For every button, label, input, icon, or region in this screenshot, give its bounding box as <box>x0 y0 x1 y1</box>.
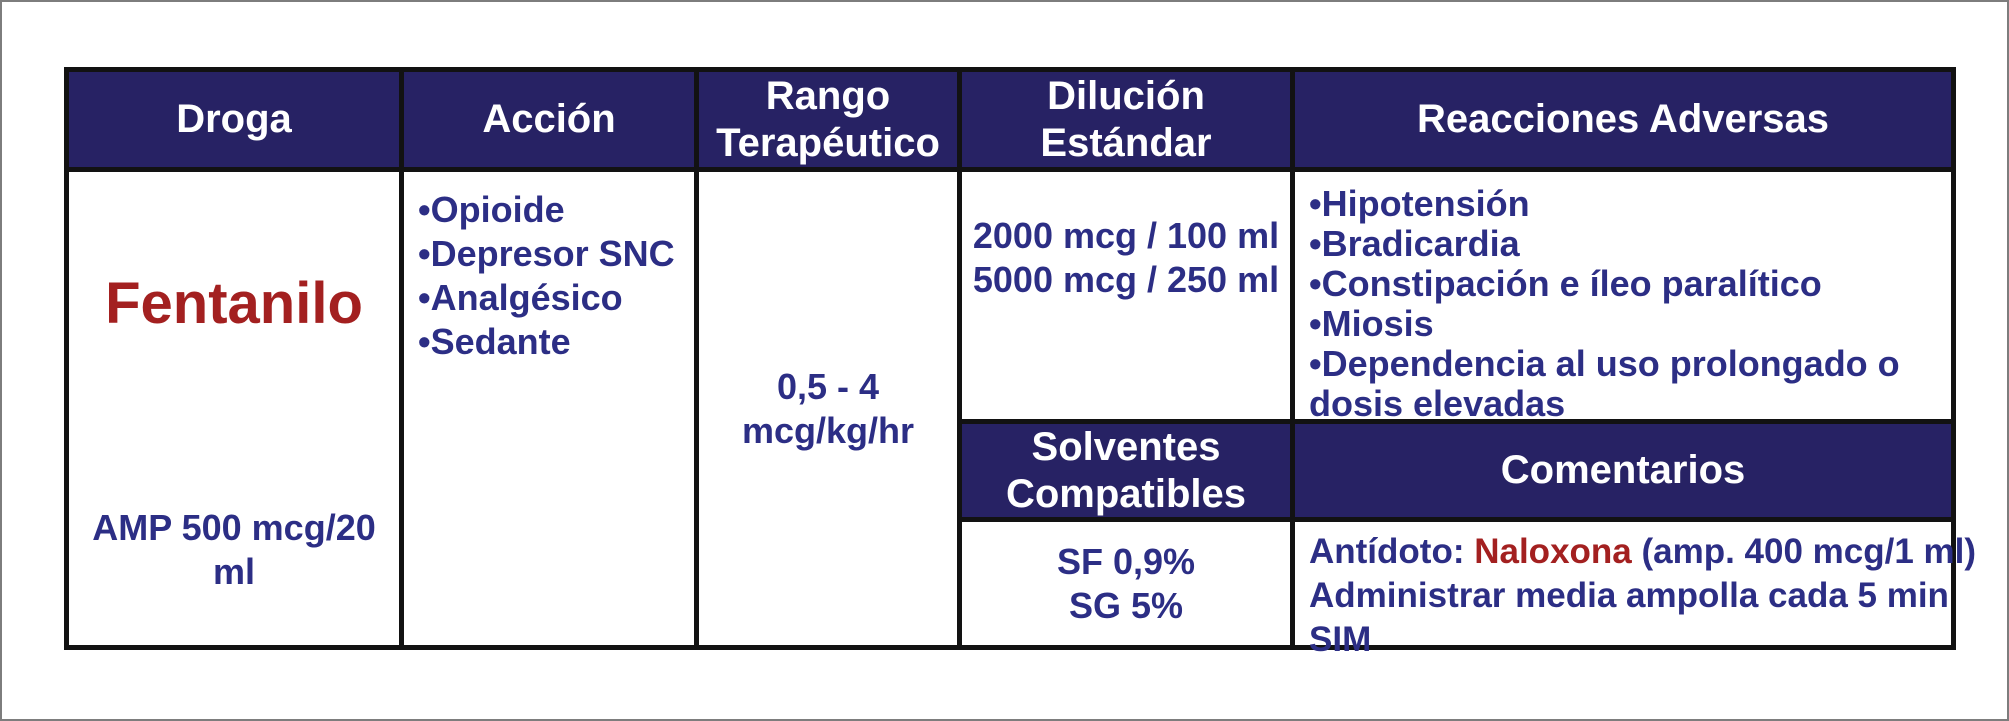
drug-info-table: Droga Acción Rango Terapéutico Dilución … <box>64 67 1976 659</box>
range-unit: mcg/kg/hr <box>741 409 915 451</box>
cell-comentarios: Antídoto: Naloxona (amp. 400 mcg/1 ml) A… <box>1295 522 1976 659</box>
action-item: •Sedante <box>418 321 571 362</box>
drug-presentation: AMP 500 mcg/20 ml <box>92 507 376 592</box>
action-item: •Analgésico <box>418 277 623 318</box>
antidote-label: Antídoto: <box>1309 532 1475 571</box>
cell-rango-terapeutico: 0,5 - 4 mcg/kg/hr <box>699 172 957 645</box>
action-item: •Depresor SNC <box>418 233 675 274</box>
adverse-reaction-item: •Dependencia al uso prolongado o dosis e… <box>1309 343 1900 424</box>
cell-solventes-compatibles: SF 0,9% SG 5% <box>962 522 1290 645</box>
dilution-line: 2000 mcg / 100 ml <box>972 215 1280 256</box>
antidote-line: Antídoto: Naloxona (amp. 400 mcg/1 ml) <box>1309 530 1976 574</box>
cell-reacciones-adversas: •Hipotensión •Bradicardia •Constipación … <box>1295 172 1951 424</box>
solvent-line: SG 5% <box>1068 584 1184 626</box>
subheader-comentarios: Comentarios <box>1295 424 1951 517</box>
column-header-accion: Acción <box>404 72 694 167</box>
antidote-drug-name: Naloxona <box>1474 532 1632 571</box>
adverse-reaction-item: •Miosis <box>1309 303 1434 344</box>
comment-line: Administrar media ampolla cada 5 min <box>1309 576 1949 615</box>
range-value: 0,5 - 4 <box>776 365 880 407</box>
dilution-line: 5000 mcg / 250 ml <box>972 259 1280 300</box>
cell-accion: •Opioide •Depresor SNC •Analgésico •Seda… <box>404 172 694 645</box>
adverse-reaction-item: •Hipotensión <box>1309 183 1530 224</box>
column-header-rango-terapeutico: Rango Terapéutico <box>699 72 957 167</box>
cell-dilucion-estandar: 2000 mcg / 100 ml 5000 mcg / 250 ml <box>962 172 1290 419</box>
column-header-droga: Droga <box>69 72 399 167</box>
column-header-reacciones-adversas: Reacciones Adversas <box>1295 72 1951 167</box>
adverse-reaction-item: •Constipación e íleo paralítico <box>1309 263 1822 304</box>
subheader-solventes-compatibles: Solventes Compatibles <box>962 424 1290 517</box>
adverse-reaction-item: •Bradicardia <box>1309 223 1520 264</box>
comment-line: SIM <box>1309 620 1372 659</box>
solvent-line: SF 0,9% <box>1056 540 1196 582</box>
column-header-dilucion-estandar: Dilución Estándar <box>962 72 1290 167</box>
cell-droga: Fentanilo AMP 500 mcg/20 ml <box>69 172 399 645</box>
antidote-detail: (amp. 400 mcg/1 ml) <box>1631 532 1977 571</box>
drug-name: Fentanilo <box>105 271 363 336</box>
action-item: •Opioide <box>418 189 565 230</box>
